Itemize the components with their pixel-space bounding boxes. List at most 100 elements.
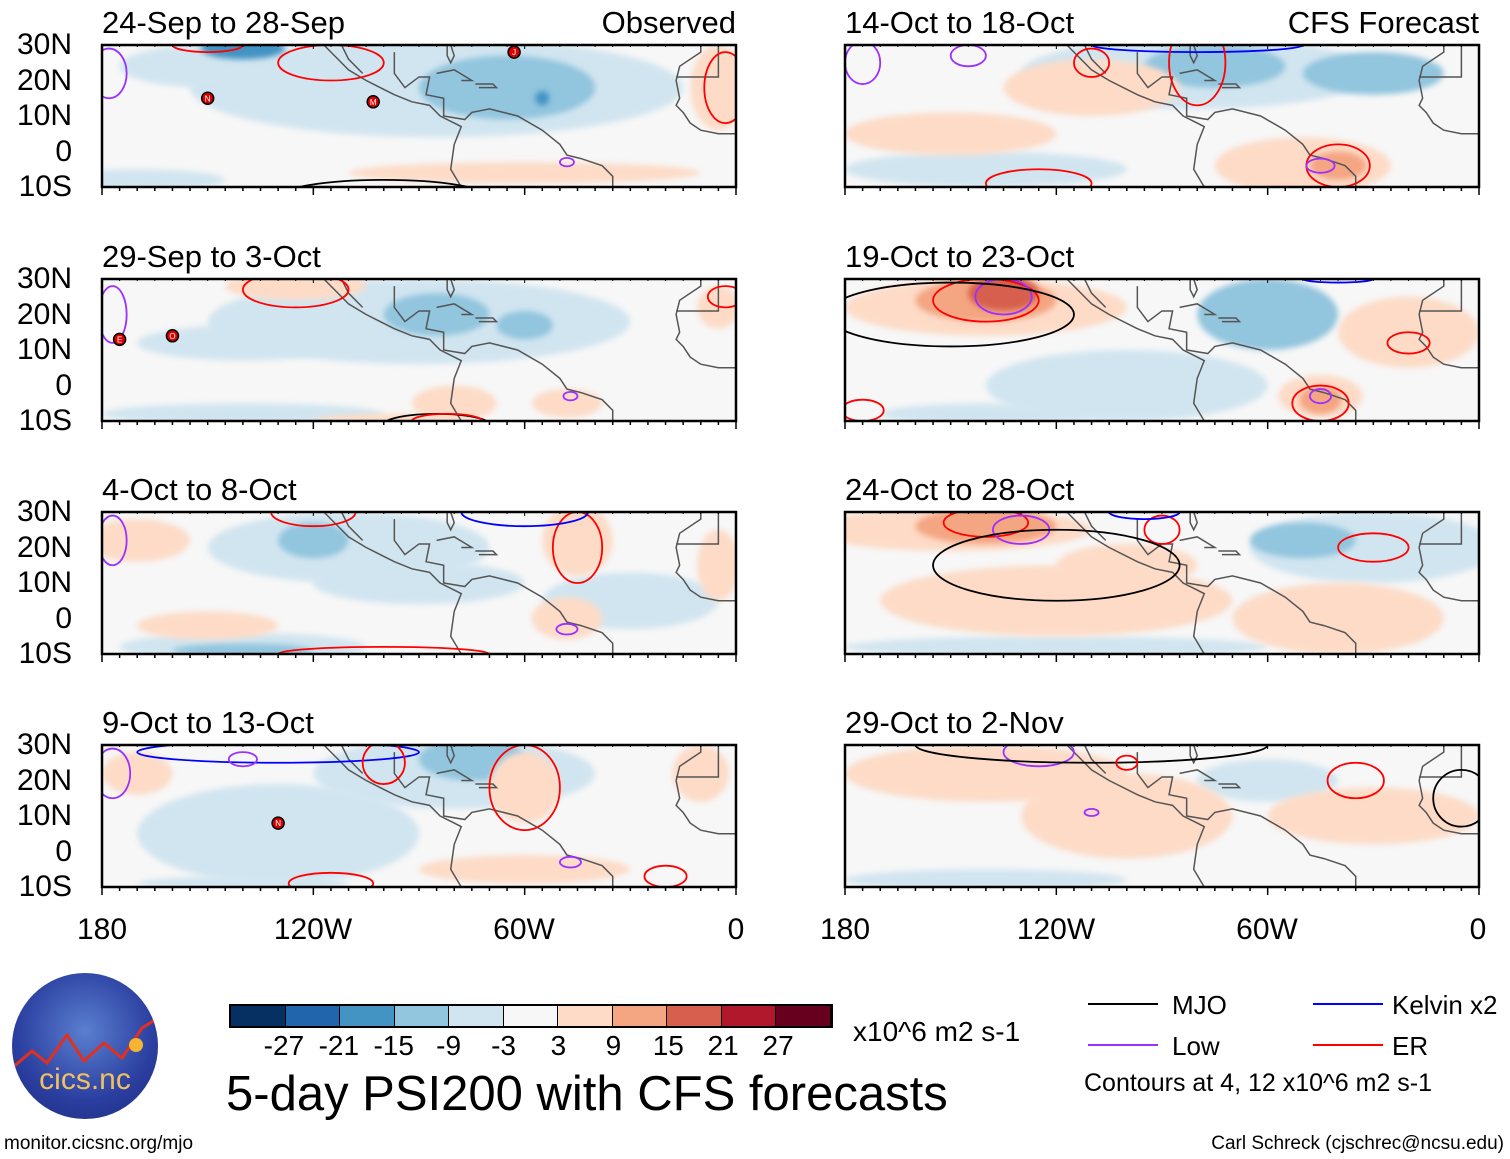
colorbar-tick-label: 27	[762, 1030, 794, 1061]
map-panel	[843, 43, 1481, 195]
psi-anomaly-region	[137, 784, 419, 884]
contours-note: Contours at 4, 12 x10^6 m2 s-1	[1084, 1069, 1433, 1097]
psi-anomaly-region	[200, 45, 286, 60]
psi-anomaly-region	[1232, 583, 1444, 654]
coastline	[675, 45, 736, 135]
legend-er-label: ER	[1392, 1031, 1429, 1061]
psi-anomaly-region	[419, 55, 596, 120]
psi-anomaly-region	[845, 151, 1127, 187]
coastline	[1083, 512, 1107, 541]
colorbar-tick-label: -15	[373, 1030, 414, 1061]
lon-label-0: 0	[1469, 913, 1487, 946]
observed-label: Observed	[601, 5, 736, 40]
psi-anomaly-region	[968, 279, 1039, 311]
legend-kelvin-line	[1313, 1003, 1383, 1005]
kelvin-contour	[1090, 45, 1304, 53]
coastline	[1136, 286, 1357, 421]
colorbar-swatch	[285, 1006, 341, 1026]
coastline	[323, 745, 463, 887]
coastline	[1179, 769, 1218, 782]
lat-label: 0	[55, 601, 72, 635]
coastline	[1083, 745, 1107, 774]
legend-kelvin-label: Kelvin x2	[1392, 990, 1498, 1020]
psi-anomaly-region	[985, 350, 1268, 421]
panel-title: 9-Oct to 13-Oct	[102, 705, 314, 740]
lat-label: 10S	[18, 870, 72, 903]
psi-anomaly-region	[542, 512, 613, 576]
coastline	[323, 45, 463, 187]
colorbar-tick-label: -27	[263, 1030, 305, 1061]
low-contour	[555, 622, 579, 636]
forecast-label: CFS Forecast	[1287, 5, 1479, 40]
colorbar-swatch	[721, 1006, 777, 1026]
psi-anomaly-region	[137, 876, 349, 887]
coastline	[393, 52, 614, 187]
psi-anomaly-region	[672, 745, 729, 802]
tropical-storm-icon: M	[366, 95, 380, 109]
coastline	[446, 745, 456, 765]
kelvin-contour	[460, 512, 589, 528]
mjo-contour	[295, 179, 473, 187]
er-contour	[242, 279, 350, 309]
tropical-storm-icon: J	[507, 45, 521, 59]
colorbar-tick-label: 15	[652, 1030, 684, 1061]
er-contour	[1115, 754, 1139, 771]
lat-label: 30N	[16, 495, 72, 528]
lat-label: 30N	[16, 728, 72, 761]
er-contour	[1143, 514, 1181, 545]
psi-anomaly-region	[1197, 759, 1339, 802]
er-contour	[1386, 331, 1431, 355]
lon-label-60w: 60W	[1236, 913, 1298, 946]
coastline	[676, 512, 720, 545]
low-contour	[562, 390, 579, 402]
footer-url: monitor.cicsnc.org/mjo	[4, 1133, 194, 1154]
low-contour	[558, 855, 582, 869]
lon-label-180: 180	[76, 913, 128, 946]
colorbar-swatch	[340, 1006, 395, 1026]
mjo-contour	[845, 281, 1075, 348]
lon-label-120w: 120W	[273, 913, 353, 946]
psi-anomaly-region	[845, 112, 1057, 156]
coastline	[1418, 45, 1479, 135]
tropical-storm-icon: N	[200, 91, 215, 105]
coastline	[1419, 512, 1463, 545]
psi-anomaly-region	[313, 413, 455, 421]
lat-label: 20N	[16, 763, 72, 797]
psi-anomaly-region	[419, 855, 631, 884]
psi-anomaly-region	[1021, 773, 1233, 859]
psi-anomaly-region	[690, 45, 736, 131]
psi-anomaly-region	[1302, 52, 1444, 95]
lat-label: 10N	[16, 333, 72, 366]
coastline	[393, 752, 614, 887]
kelvin-contour	[136, 745, 420, 764]
map-panel: N	[100, 743, 738, 895]
map-panel: N M J	[100, 43, 738, 195]
coastline	[1189, 279, 1199, 299]
lat-label: 0	[55, 368, 72, 402]
coastline	[675, 279, 736, 369]
er-contour	[643, 864, 688, 887]
cics-logo: cics.nc	[12, 973, 158, 1119]
psi-anomaly-region	[137, 325, 349, 361]
storm-letter: O	[169, 332, 175, 341]
psi-anomaly-region	[102, 519, 191, 562]
tropical-storm-icon: E	[112, 332, 127, 347]
psi-anomaly-region	[102, 169, 226, 187]
kelvin-contour	[1301, 279, 1375, 284]
legend-er-line	[1313, 1044, 1383, 1046]
er-contour	[171, 45, 244, 53]
colorbar-units: x10^6 m2 s-1	[853, 1016, 1021, 1047]
coastline	[676, 745, 720, 778]
coastline	[1418, 512, 1479, 602]
storm-letter: J	[512, 48, 516, 57]
er-contour	[703, 51, 736, 124]
colorbar-swatch	[667, 1006, 722, 1026]
coastline	[1179, 536, 1218, 549]
mjo-contour	[932, 528, 1181, 602]
coastline	[1419, 45, 1463, 78]
colorbar-swatch	[612, 1006, 668, 1026]
low-contour	[974, 279, 1033, 316]
er-contour	[1291, 384, 1350, 421]
